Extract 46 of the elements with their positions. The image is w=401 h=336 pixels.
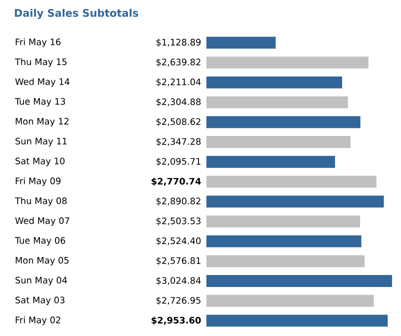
y-tick-label: Thu May 15 (14, 58, 66, 68)
data-label: $2,347.28 (156, 138, 201, 146)
bar (206, 196, 384, 208)
data-label: $3,024.84 (156, 277, 201, 286)
y-tick-label: Fri May 16 (16, 38, 61, 48)
data-label: $2,503.53 (156, 218, 200, 226)
y-tick-label: Tue May 06 (14, 237, 66, 246)
data-label: $2,304.88 (156, 98, 201, 107)
y-tick-label: Fri May 02 (16, 316, 60, 326)
y-tick-label: Thu May 08 (14, 197, 67, 206)
bar (206, 314, 388, 327)
y-tick-label: Sat May 03 (16, 296, 64, 306)
bar (206, 176, 376, 188)
bar (206, 216, 360, 228)
bar (206, 275, 392, 288)
bar (206, 136, 350, 148)
bar (206, 116, 360, 128)
data-label: $2,211.04 (156, 78, 201, 87)
bar (206, 96, 348, 108)
y-tick-label: Wed May 14 (15, 78, 70, 87)
bar (206, 295, 374, 308)
data-label: $2,508.62 (156, 118, 200, 126)
data-label: $2,576.81 (156, 257, 200, 266)
y-tick-label: Tue May 13 (14, 98, 66, 107)
data-label: $1,128.89 (156, 38, 201, 47)
y-tick-label: Sat May 10 (16, 158, 65, 166)
data-label: $2,770.74 (152, 178, 201, 186)
y-tick-label: Fri May 09 (16, 178, 60, 186)
bar (206, 236, 362, 248)
y-tick-label: Mon May 12 (16, 118, 68, 127)
data-label: $2,639.82 (156, 58, 200, 67)
bar (206, 56, 368, 69)
data-label: $2,524.40 (156, 237, 201, 246)
text: Daily Sales Subtotals (14, 9, 138, 20)
bar (206, 36, 276, 49)
y-tick-label: Sun May 04 (16, 276, 67, 286)
bar (206, 76, 342, 89)
y-tick-label: Sun May 11 (16, 138, 67, 146)
data-label: $2,726.95 (156, 297, 200, 306)
y-tick-label: Mon May 05 (16, 257, 69, 266)
bar (206, 255, 365, 268)
y-tick-label: Wed May 07 (15, 217, 70, 226)
data-label: $2,890.82 (156, 198, 200, 206)
bar (206, 156, 336, 168)
data-label: $2,953.60 (152, 316, 201, 325)
data-label: $2,095.71 (156, 158, 200, 166)
